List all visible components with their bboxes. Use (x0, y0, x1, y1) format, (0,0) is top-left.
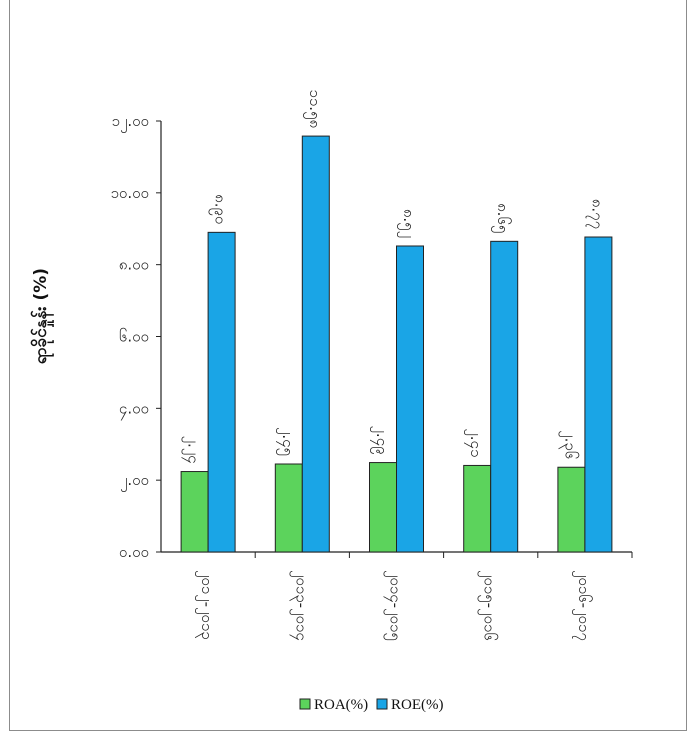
y-tick-label: ၁၀.၀၀ (110, 184, 149, 202)
bar-roe (301, 135, 330, 553)
data-label: ၂.၄၉ (370, 426, 391, 455)
x-tick-label: ၂၀၁၅-၂၀၁၆ (478, 570, 499, 641)
legend-swatch-roa (299, 698, 311, 710)
legend-label-roe: ROE(%) (391, 697, 444, 713)
x-tick-label: ၂၀၁၄-၂၀၁၅ (384, 570, 405, 641)
legend-label-roa: ROA(%) (314, 697, 368, 713)
data-label: ၈.၆၅ (491, 203, 512, 233)
y-tick-label: ၂.၀၀ (120, 471, 149, 492)
legend: ROA(%) ROE(%) (299, 697, 444, 713)
bars (180, 135, 613, 553)
data-label: ၂.၄၁ (464, 428, 485, 457)
data-label: ၂.၂၄ (182, 436, 203, 464)
y-tick-label: ၄.၀၀ (119, 399, 149, 420)
y-tick-label: ၈.၀၀ (119, 256, 149, 274)
y-tick-label: ၆.၀၀ (119, 328, 149, 346)
data-label: ၂.၃၆ (558, 430, 579, 459)
data-label: ၁၁.၅၈ (303, 89, 324, 128)
x-tick-labels: ၂၀၁၂-၂၀၁၃ ၂၀၁၃-၂၀၁၄ ၂၀၁၄-၂၀၁၅ ၂၀၁၅-၂၀၁၆ ၂၀၁၆… (195, 570, 593, 641)
data-labels: ၂.၂၄ ၈.၉၀၂.၄၅ ၁၁.၅၈၂.၄၉ ၈.၅၂၂.၄၁ ၈.၆၅၂.၃၆ ၈.၇… (182, 89, 607, 463)
x-tick-label: ၂၀၁၃-၂၀၁၄ (289, 570, 310, 641)
y-tick-label: ၁၂.၀၀ (112, 112, 149, 133)
bar-roa (369, 462, 397, 553)
y-tick-labels: ၀.၀၀ ၂.၀၀ ၄.၀၀ ၆.၀၀ ၈.၀၀ ၁၀.၀၀ ၁၂.၀၀ (110, 112, 149, 561)
data-label: ၈.၉၀ (209, 194, 230, 224)
y-tick-label: ၀.၀၀ (119, 543, 149, 561)
data-label: ၈.၅၂ (397, 209, 418, 238)
bar-roe (396, 245, 424, 553)
x-tick-label: ၂၀၁၆-၂၀၁၇ (572, 570, 593, 641)
x-tick-label: ၂၀၁၂-၂၀၁၃ (195, 570, 216, 640)
data-label: ၈.၇၇ (585, 199, 606, 229)
chart-frame (9, 0, 687, 731)
data-label: ၂.၄၅ (276, 427, 297, 456)
bar-roe (584, 236, 613, 553)
bar-roa (274, 463, 303, 553)
bar-roa (557, 466, 586, 553)
bar-roe (490, 240, 519, 553)
y-axis-label: ရာခိုင်နှုန်း (%) (30, 268, 55, 364)
legend-swatch-roe (376, 698, 388, 710)
bar-roa (463, 464, 492, 553)
bar-roe (207, 231, 236, 553)
bar-roa (180, 471, 209, 553)
